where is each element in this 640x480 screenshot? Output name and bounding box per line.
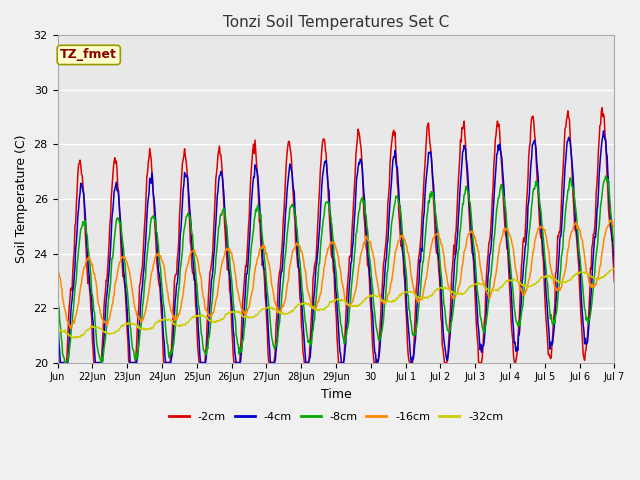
-32cm: [394, 295, 402, 301]
-32cm: [120, 322, 127, 328]
-2cm: [250, 142, 257, 147]
Title: Tonzi Soil Temperatures Set C: Tonzi Soil Temperatures Set C: [223, 15, 449, 30]
Legend: -2cm, -4cm, -8cm, -16cm, -32cm: -2cm, -4cm, -8cm, -16cm, -32cm: [164, 408, 508, 426]
Line: -16cm: -16cm: [58, 220, 614, 329]
-4cm: [600, 128, 607, 134]
-4cm: [56, 360, 64, 365]
-2cm: [120, 273, 127, 278]
-8cm: [602, 173, 609, 179]
-32cm: [610, 266, 618, 272]
-8cm: [54, 297, 61, 302]
-16cm: [67, 326, 74, 332]
Text: TZ_fmet: TZ_fmet: [60, 48, 117, 61]
-8cm: [222, 222, 230, 228]
-32cm: [611, 266, 618, 272]
-2cm: [426, 132, 433, 138]
-2cm: [611, 279, 618, 285]
-4cm: [54, 309, 61, 314]
-16cm: [250, 281, 257, 287]
-8cm: [271, 347, 278, 352]
Line: -8cm: -8cm: [58, 176, 614, 362]
-4cm: [120, 267, 127, 273]
-16cm: [426, 254, 433, 260]
-32cm: [54, 329, 61, 335]
Line: -4cm: -4cm: [58, 131, 614, 362]
Line: -32cm: -32cm: [58, 269, 614, 338]
-16cm: [120, 253, 127, 259]
-2cm: [598, 105, 606, 110]
-2cm: [394, 187, 402, 192]
-8cm: [426, 200, 433, 205]
-32cm: [70, 335, 78, 341]
-2cm: [222, 245, 230, 251]
-2cm: [271, 355, 278, 361]
-8cm: [611, 247, 618, 252]
-16cm: [611, 224, 618, 230]
-32cm: [222, 312, 230, 317]
-2cm: [55, 360, 63, 365]
-2cm: [54, 328, 61, 334]
-4cm: [271, 360, 278, 365]
-8cm: [250, 227, 257, 232]
-16cm: [271, 300, 278, 305]
-8cm: [61, 360, 68, 365]
-8cm: [394, 196, 402, 202]
-4cm: [611, 263, 618, 268]
Line: -2cm: -2cm: [58, 108, 614, 362]
-16cm: [394, 239, 402, 244]
Y-axis label: Soil Temperature (C): Soil Temperature (C): [15, 135, 28, 263]
-4cm: [426, 149, 433, 155]
-32cm: [250, 314, 257, 320]
-4cm: [222, 222, 230, 228]
-4cm: [250, 174, 257, 180]
-32cm: [426, 294, 433, 300]
X-axis label: Time: Time: [321, 388, 351, 401]
-8cm: [120, 246, 127, 252]
-16cm: [222, 247, 230, 253]
-32cm: [271, 306, 278, 312]
-4cm: [394, 175, 402, 181]
-16cm: [54, 265, 61, 271]
-16cm: [606, 217, 614, 223]
